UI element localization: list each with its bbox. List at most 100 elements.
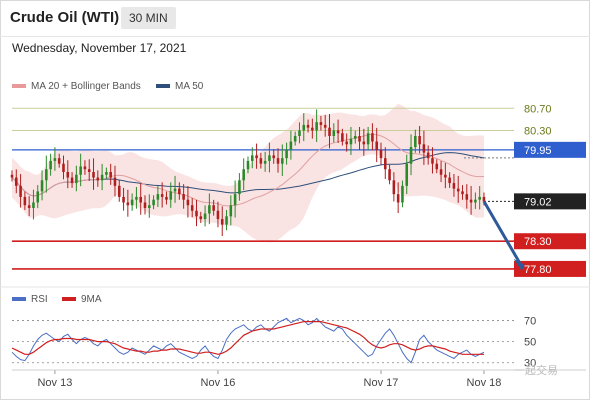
- watermark: 一起交易: [514, 365, 558, 377]
- candle-body: [148, 205, 151, 208]
- candle-body: [160, 194, 164, 197]
- candle-body: [195, 210, 198, 217]
- candle-body: [117, 185, 121, 197]
- candle-body: [332, 130, 336, 136]
- rsi-swatch: [12, 297, 26, 302]
- candle-body: [465, 194, 469, 200]
- candle-body: [285, 149, 288, 159]
- candle-body: [392, 180, 396, 195]
- candle-body: [178, 188, 181, 195]
- candle-body: [444, 174, 447, 178]
- candle-body: [152, 199, 155, 206]
- level-label-77-80: 77.80: [524, 264, 552, 276]
- candle-body: [268, 155, 271, 161]
- candle-body: [422, 144, 426, 153]
- legend-ma50-label: MA 50: [175, 81, 204, 92]
- level-label-80-70: 80.70: [524, 103, 552, 115]
- candle-body: [49, 160, 52, 170]
- rsi-tick-30: 30: [524, 358, 536, 370]
- candle-body: [143, 202, 147, 208]
- candle-body: [139, 196, 143, 203]
- candle-body: [130, 199, 134, 206]
- candle-body: [165, 196, 168, 200]
- candle-body: [233, 194, 237, 206]
- candle-body: [100, 174, 104, 181]
- candle-body: [122, 196, 125, 203]
- candle-body: [349, 138, 353, 145]
- candle-body: [311, 127, 314, 131]
- candle-body: [366, 133, 370, 145]
- candle-body: [371, 133, 374, 142]
- candle-body: [362, 141, 366, 145]
- candle-body: [281, 158, 284, 164]
- rsi-line: [11, 317, 485, 364]
- candle-body: [358, 136, 361, 142]
- candle-body: [182, 194, 185, 200]
- candle-body: [469, 199, 473, 203]
- candle-body: [396, 194, 400, 203]
- candle-body: [405, 163, 409, 186]
- candle-body: [418, 136, 421, 145]
- candle-body: [482, 196, 486, 202]
- candle-body: [388, 169, 391, 181]
- legend-rsi: RSI: [12, 294, 48, 305]
- candle-body: [306, 124, 310, 128]
- candle-body: [87, 169, 91, 172]
- candle-body: [293, 136, 297, 142]
- legend-main-ma50: MA 50: [156, 81, 203, 92]
- candle-body: [319, 122, 323, 125]
- level-tag-78-30: [514, 233, 586, 250]
- rsi-tick-70: 70: [524, 316, 536, 328]
- candle-body: [169, 191, 173, 200]
- ma20-swatch: [12, 84, 26, 89]
- candle-body: [298, 130, 301, 136]
- level-tag-79-95: [514, 141, 586, 158]
- candle-body: [336, 130, 340, 134]
- candle-body: [92, 172, 95, 178]
- candle-body: [439, 169, 443, 175]
- candle-body: [448, 177, 451, 184]
- candle-body: [353, 136, 357, 139]
- candle-body: [96, 177, 100, 181]
- candle-body: [27, 205, 31, 208]
- candle-body: [216, 210, 220, 220]
- candle-body: [461, 191, 464, 195]
- legend-9ma: 9MA: [62, 294, 102, 305]
- candle-body: [156, 194, 160, 200]
- candle-body: [212, 205, 215, 211]
- 9ma-swatch: [62, 297, 76, 302]
- candle-body: [272, 155, 276, 159]
- candle-body: [36, 191, 40, 203]
- date-label: Wednesday, November 17, 2021: [12, 41, 187, 55]
- candle-body: [113, 177, 117, 186]
- x-tick-label: Nov 16: [201, 377, 236, 389]
- candle-body: [75, 174, 78, 184]
- candle-body: [19, 185, 22, 197]
- legend-9ma-label: 9MA: [81, 294, 102, 305]
- candle-body: [328, 127, 331, 136]
- x-tick-label: Nov 17: [364, 377, 399, 389]
- candle-body: [323, 124, 327, 128]
- rsi-tick-50: 50: [524, 337, 536, 349]
- level-label-78-30: 78.30: [524, 236, 552, 248]
- candle-body: [105, 172, 108, 175]
- chart-header: Crude Oil (WTI) 30 MIN: [0, 0, 590, 37]
- candle-body: [276, 158, 280, 164]
- candle-body: [83, 166, 87, 170]
- candle-body: [203, 213, 207, 220]
- candle-body: [255, 155, 258, 159]
- candle-body: [242, 169, 245, 181]
- ma50-swatch: [156, 84, 170, 89]
- candle-body: [435, 163, 439, 170]
- legend-ma20-label: MA 20 + Bollinger Bands: [31, 81, 141, 92]
- x-tick-label: Nov 13: [37, 377, 72, 389]
- candle-body: [126, 202, 130, 206]
- candle-body: [70, 177, 74, 184]
- candle-body: [238, 180, 241, 195]
- candle-body: [383, 158, 387, 170]
- candle-body: [401, 185, 404, 203]
- candle-body: [220, 219, 224, 225]
- candle-body: [66, 172, 70, 178]
- timeframe-badge[interactable]: 30 MIN: [121, 7, 176, 29]
- candle-body: [426, 152, 430, 159]
